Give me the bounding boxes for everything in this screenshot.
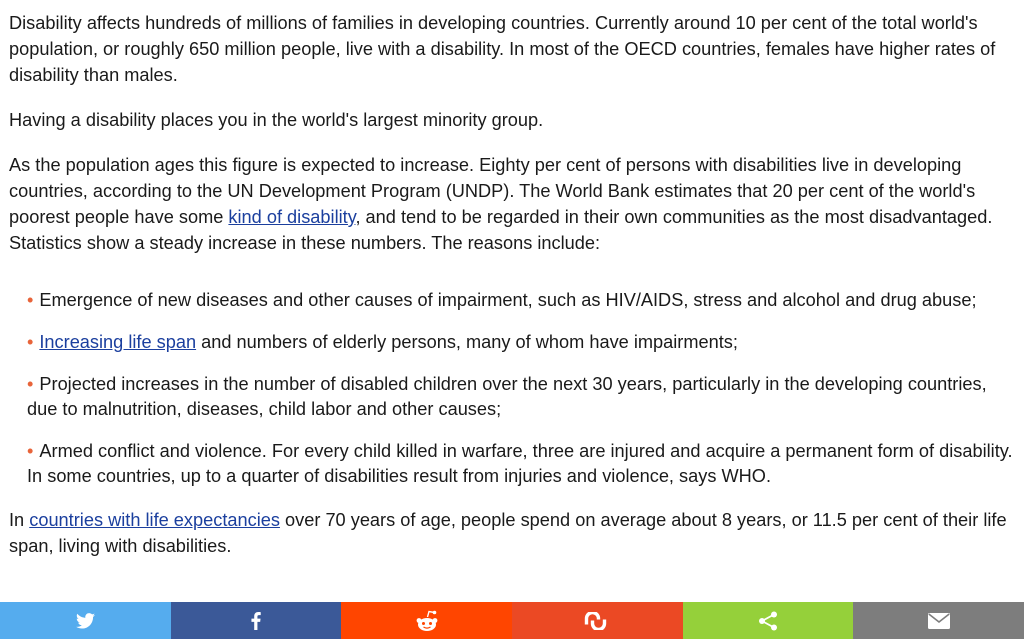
article-body: Disability affects hundreds of millions …: [9, 10, 1015, 559]
list-item-text: and numbers of elderly persons, many of …: [196, 332, 738, 352]
share-button[interactable]: [682, 602, 854, 639]
paragraph-intro: Disability affects hundreds of millions …: [9, 13, 996, 85]
email-share-button[interactable]: [853, 602, 1024, 639]
list-item-text: Projected increases in the number of dis…: [27, 374, 987, 419]
reddit-icon: [416, 610, 438, 631]
increasing-life-span-link[interactable]: Increasing life span: [39, 332, 197, 352]
facebook-share-button[interactable]: [170, 602, 342, 639]
bullet: •: [27, 441, 34, 461]
share-bar: [0, 602, 1024, 639]
share-icon: [759, 611, 778, 630]
kind-of-disability-link[interactable]: kind of disability: [228, 207, 356, 227]
twitter-icon: [75, 612, 95, 629]
paragraph-population-text-2: , and tend to be regarded in their own c…: [9, 207, 993, 253]
email-icon: [927, 612, 950, 629]
stumbleupon-share-button[interactable]: [512, 602, 683, 639]
stumbleupon-icon: [585, 611, 607, 630]
reasons-list: • Emergence of new diseases and other cau…: [9, 288, 1015, 489]
list-item-text: Armed conflict and violence. For every c…: [27, 441, 1013, 486]
list-item-text: Emergence of new diseases and other caus…: [39, 290, 977, 310]
facebook-icon: [251, 611, 261, 630]
reddit-share-button[interactable]: [341, 602, 513, 639]
paragraph-population: As the population ages this figure is ex…: [9, 152, 1015, 256]
bullet: •: [27, 290, 34, 310]
paragraph-life-expectancy-text-2: over 70 years of age, people spend on av…: [9, 510, 1007, 556]
paragraph-life-expectancy: In countries with life expectancies over…: [9, 507, 1015, 559]
list-item: • Armed conflict and violence. For every …: [27, 439, 1015, 489]
list-item: • Emergence of new diseases and other cau…: [27, 288, 1015, 313]
countries-life-expectancies-link[interactable]: countries with life expectancies: [29, 510, 280, 530]
list-item: • Projected increases in the number of di…: [27, 372, 1015, 422]
bullet: •: [27, 374, 34, 394]
paragraph-life-expectancy-text-1: In: [9, 510, 30, 530]
paragraph-population-text-1: As the population ages this figure is ex…: [9, 155, 976, 227]
list-item: • Increasing life span and numbers of eld…: [27, 330, 1015, 355]
bullet: •: [27, 332, 34, 352]
twitter-share-button[interactable]: [0, 602, 171, 639]
paragraph-minority: Having a disability places you in the wo…: [9, 110, 544, 130]
